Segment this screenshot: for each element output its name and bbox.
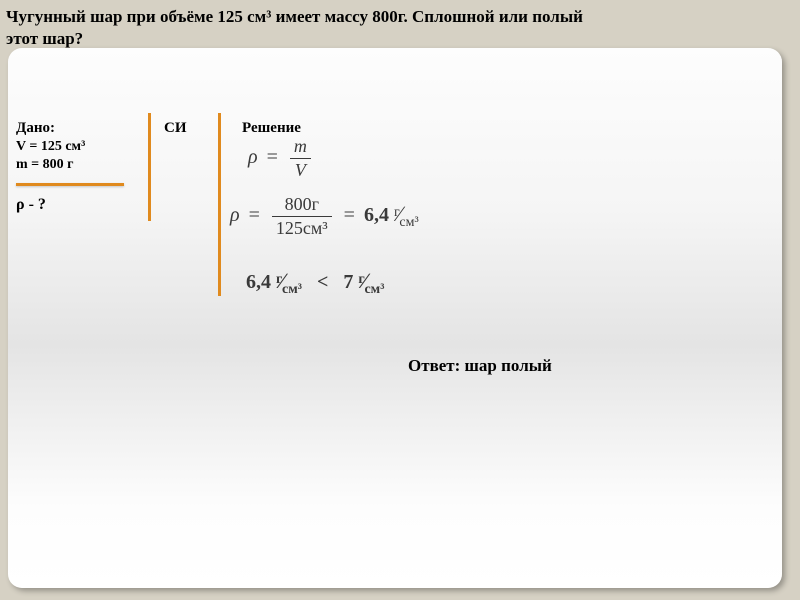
given-volume: V = 125 см³ bbox=[16, 139, 156, 155]
compare-left-bot: см³ bbox=[282, 282, 302, 297]
answer-label: Ответ: шар полый bbox=[408, 356, 552, 376]
si-header: СИ bbox=[164, 120, 187, 137]
result-value: 6,4 bbox=[364, 204, 389, 226]
compare-left-unit: г∕см³ bbox=[276, 268, 302, 294]
denominator-v: V bbox=[290, 159, 311, 181]
given-header: Дано: bbox=[16, 120, 156, 137]
fraction-calc: 800г 125см³ bbox=[272, 194, 332, 239]
divider-si-solution bbox=[218, 113, 221, 296]
fraction-m-over-v: m V bbox=[290, 136, 311, 181]
given-separator-horizontal bbox=[16, 183, 124, 186]
solution-header: Решение bbox=[242, 120, 301, 137]
compare-right-unit: г∕см³ bbox=[358, 268, 384, 294]
rho-symbol: ρ bbox=[248, 146, 258, 168]
problem-statement: Чугунный шар при объёме 125 см³ имеет ма… bbox=[6, 6, 780, 50]
formula-calculation: ρ = 800г 125см³ = 6,4 г∕см³ bbox=[230, 194, 419, 239]
problem-line-2: этот шар? bbox=[6, 29, 83, 48]
compare-left-val: 6,4 bbox=[246, 271, 271, 293]
unit-bot: см³ bbox=[399, 215, 418, 230]
problem-line-1: Чугунный шар при объёме 125 см³ имеет ма… bbox=[6, 7, 583, 26]
formula-density: ρ = m V bbox=[248, 136, 314, 181]
calc-denominator: 125см³ bbox=[272, 217, 332, 239]
rho-symbol-2: ρ bbox=[230, 204, 240, 226]
compare-right-bot: см³ bbox=[364, 282, 384, 297]
solution-card: Дано: V = 125 см³ m = 800 г СИ Решение ρ… bbox=[8, 48, 782, 588]
find-rho: ρ - ? bbox=[16, 196, 46, 214]
result-unit: г∕см³ bbox=[394, 201, 419, 227]
equals-3: = bbox=[340, 204, 359, 226]
less-than-op: < bbox=[307, 271, 338, 293]
divider-given-si bbox=[148, 113, 151, 221]
equals-2: = bbox=[245, 204, 264, 226]
equals-1: = bbox=[263, 146, 282, 168]
comparison-line: 6,4 г∕см³ < 7 г∕см³ bbox=[246, 268, 384, 294]
given-block: Дано: V = 125 см³ m = 800 г bbox=[16, 120, 156, 173]
given-mass: m = 800 г bbox=[16, 157, 156, 173]
calc-numerator: 800г bbox=[272, 194, 332, 217]
compare-right-val: 7 bbox=[343, 271, 353, 293]
numerator-m: m bbox=[290, 136, 311, 159]
